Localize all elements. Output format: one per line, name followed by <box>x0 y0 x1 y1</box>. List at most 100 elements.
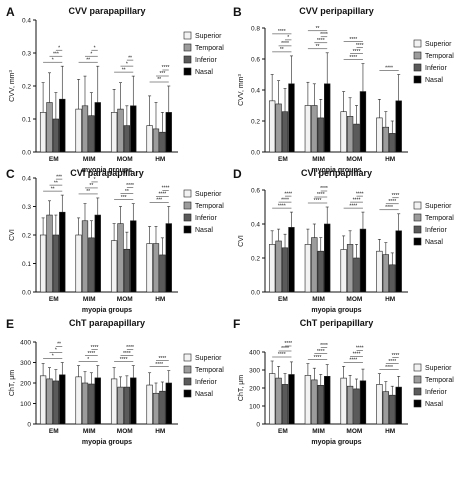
significance-label: **** <box>320 186 328 192</box>
bar <box>39 112 47 153</box>
panel-a: A CVV parapapillary 0.0 0.1 0.2 0.3 0.4 CVV, mm… <box>6 5 224 174</box>
significance-label: ** <box>122 67 126 73</box>
significance-label: **** <box>281 197 289 203</box>
x-tick-label: MOM <box>117 428 133 435</box>
bar <box>304 244 312 293</box>
legend-entry: Superior <box>195 355 222 362</box>
significance-label: **** <box>388 199 396 205</box>
legend-entry: Nasal <box>425 401 443 408</box>
x-tick-label: HM <box>155 296 165 303</box>
bar <box>311 105 318 153</box>
y-tick-label: 300 <box>20 360 31 367</box>
y-axis-label: CVI <box>9 229 16 241</box>
legend-swatch <box>183 377 192 386</box>
significance-label: **** <box>158 356 166 362</box>
bar <box>46 214 53 293</box>
x-tick-label: MIM <box>312 156 325 163</box>
legend-swatch <box>413 225 422 234</box>
bar <box>123 125 131 153</box>
bar <box>376 117 383 153</box>
bar <box>340 377 347 425</box>
bar <box>324 83 331 153</box>
x-tick-label: HM <box>385 296 395 303</box>
bar <box>59 211 66 293</box>
y-tick-label: 200 <box>249 386 260 393</box>
y-tick-label: 0.0 <box>22 150 31 157</box>
y-tick-label: 0.1 <box>22 117 31 124</box>
significance-label: **** <box>317 349 325 355</box>
significance-label: **** <box>320 343 328 349</box>
y-tick-label: 0.0 <box>251 150 260 157</box>
bar <box>288 227 295 293</box>
significance-label: **** <box>356 43 364 49</box>
y-axis-label: CVV, mm³ <box>9 70 16 102</box>
significance-label: **** <box>278 29 286 35</box>
significance-label: * <box>58 45 60 51</box>
significance-label: * <box>55 348 57 354</box>
legend-entry: Superior <box>425 203 452 210</box>
panel-letter: C <box>6 167 15 181</box>
legend-swatch <box>183 213 192 222</box>
bar <box>376 384 383 425</box>
bar <box>152 128 160 153</box>
bar <box>165 112 172 153</box>
bar <box>46 102 53 153</box>
significance-label: **** <box>278 203 286 209</box>
legend-entry: Temporal <box>425 377 454 384</box>
significance-label: **** <box>317 38 325 44</box>
bar <box>130 377 137 425</box>
bar <box>88 115 95 153</box>
legend-swatch <box>183 225 192 234</box>
significance-label: **** <box>385 66 393 72</box>
y-tick-label: 0.4 <box>251 222 260 229</box>
bar <box>81 220 89 293</box>
x-tick-label: MOM <box>117 156 133 163</box>
y-tick-label: 0.0 <box>22 290 31 297</box>
bar <box>340 111 347 153</box>
legend-entry: Superior <box>425 365 452 372</box>
bar <box>288 374 295 425</box>
significance-label: **** <box>126 345 134 351</box>
bar <box>317 384 324 425</box>
x-tick-label: EM <box>278 428 288 435</box>
x-axis-label: myopia groups <box>311 167 361 174</box>
legend-swatch <box>413 399 422 408</box>
legend-swatch <box>183 189 192 198</box>
legend-entry: Temporal <box>195 367 224 374</box>
x-tick-label: MIM <box>83 156 96 163</box>
bar <box>382 126 389 153</box>
significance-label: **** <box>385 365 393 371</box>
y-tick-label: 0.4 <box>22 176 31 183</box>
bar <box>152 243 160 293</box>
bar <box>46 378 53 425</box>
significance-label: * <box>52 57 54 63</box>
significance-label: **** <box>123 351 131 357</box>
legend-swatch <box>413 63 422 72</box>
bar <box>389 133 396 153</box>
significance-label: **** <box>91 345 99 351</box>
bar <box>146 125 153 153</box>
significance-label: **** <box>281 41 289 47</box>
significance-label: ** <box>86 57 90 63</box>
bar <box>165 223 172 293</box>
legend-swatch <box>183 389 192 398</box>
significance-label: **** <box>314 198 322 204</box>
y-tick-label: 0.2 <box>22 84 31 91</box>
bar <box>159 131 166 153</box>
panel-letter: A <box>6 5 15 19</box>
bar <box>59 98 66 153</box>
y-tick-label: 200 <box>20 381 31 388</box>
y-tick-label: 0.3 <box>22 51 31 58</box>
significance-label: **** <box>353 352 361 358</box>
x-tick-label: MIM <box>312 428 325 435</box>
legend-entry: Inferior <box>425 389 447 396</box>
legend-entry: Inferior <box>425 227 447 234</box>
significance-label: * <box>94 45 96 51</box>
significance-label: **** <box>87 351 95 357</box>
significance-label: **** <box>349 203 357 209</box>
significance-label: **** <box>126 183 134 189</box>
bar <box>88 383 95 425</box>
bar <box>52 118 60 153</box>
bar <box>288 83 295 153</box>
bar <box>123 248 131 293</box>
